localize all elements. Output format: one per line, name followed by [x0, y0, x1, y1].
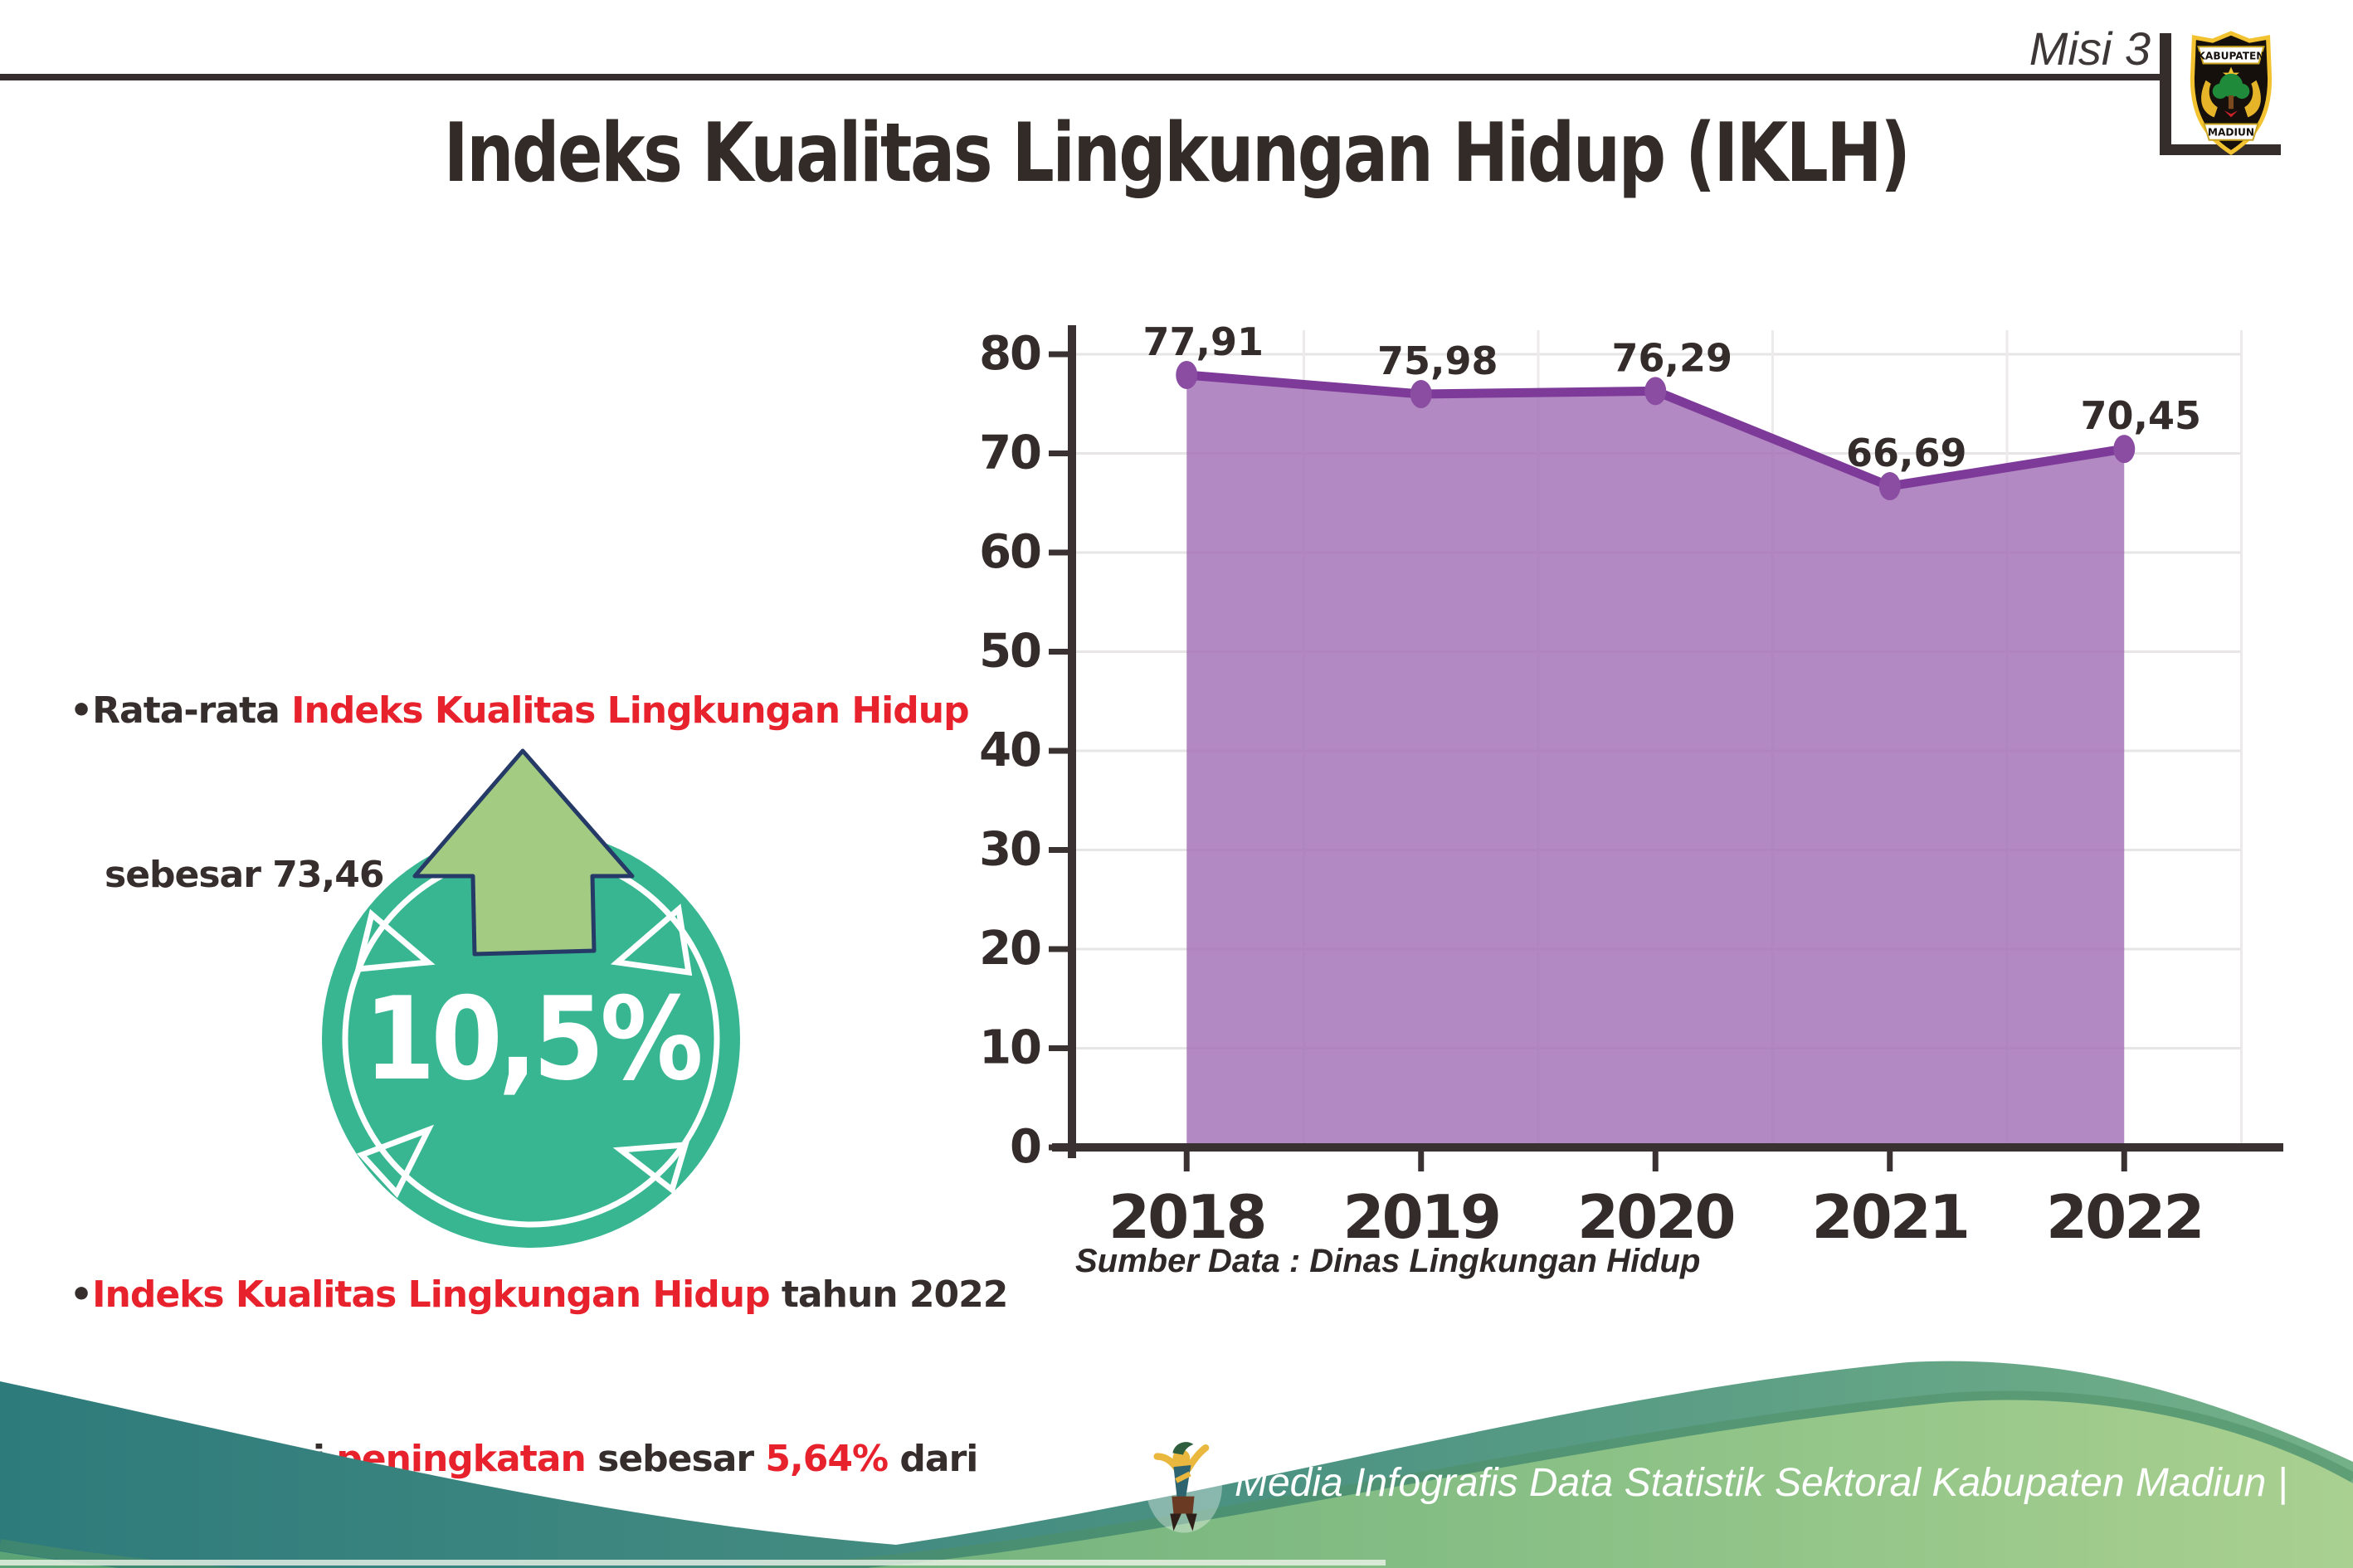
point-label: 75,98: [1377, 338, 1498, 383]
point-label: 70,45: [2080, 393, 2201, 438]
bullet-1: •Rata-rata Indeks Kualitas Lingkungan Hi…: [70, 574, 1032, 1012]
header-rule: [0, 74, 2161, 80]
x-tick-label: 2022: [2046, 1182, 2202, 1252]
y-tick-label: 80: [979, 327, 1040, 381]
data-point: [1644, 377, 1667, 406]
y-tick-label: 30: [979, 823, 1040, 877]
b1-line2: sebesar 73,46: [105, 854, 384, 896]
page-title: Indeks Kualitas Lingkungan Hidup (IKLH): [444, 106, 1911, 201]
footer-wave: [0, 1361, 2353, 1568]
b2-red: Indeks Kualitas Lingkungan Hidup: [92, 1273, 770, 1316]
badge-circle: [322, 830, 740, 1248]
x-tick-label: 2018: [1108, 1182, 1264, 1252]
source-line: Sumber Data : Dinas Lingkungan Hidup: [1075, 1243, 1701, 1279]
up-arrow-icon: [412, 748, 635, 957]
y-tick-label: 50: [979, 625, 1040, 679]
y-tick-label: 0: [1010, 1120, 1040, 1174]
y-tick-label: 60: [979, 525, 1040, 579]
badge-value: 10,5%: [363, 972, 703, 1106]
y-tick-label: 40: [979, 723, 1040, 777]
data-point: [1410, 380, 1432, 409]
x-tick-label: 2020: [1577, 1182, 1733, 1252]
data-point: [1176, 360, 1198, 389]
point-label: 66,69: [1846, 431, 1967, 475]
point-label: 76,29: [1611, 335, 1732, 380]
logo-frame-vertical: [2160, 33, 2171, 155]
x-tick-label: 2021: [1812, 1182, 1968, 1252]
misi-label: Misi 3: [2029, 22, 2151, 75]
logo-frame-horizontal: [2160, 144, 2281, 155]
area-fill: [1186, 374, 2125, 1148]
y-tick-label: 70: [979, 426, 1040, 480]
x-tick-label: 2019: [1343, 1182, 1499, 1252]
b1-red: Indeks Kualitas Lingkungan Hidup: [291, 689, 969, 732]
b1-dark: •Rata-rata: [70, 689, 292, 732]
kabupaten-madiun-logo-icon: KABUPATEN MADIUN: [2190, 31, 2273, 155]
y-tick-label: 20: [979, 922, 1040, 976]
increase-badge: [322, 748, 740, 1248]
logo-top-text: KABUPATEN: [2198, 50, 2265, 61]
logo-bottom-text: MADIUN: [2208, 127, 2254, 139]
data-point: [2113, 435, 2136, 464]
wave-green-fill: [0, 1400, 2353, 1568]
data-point: [1878, 472, 1901, 501]
point-label: 77,91: [1142, 319, 1264, 364]
footer-credit: Media Infografis Data Statistik Sektoral…: [1235, 1461, 2288, 1505]
mascot-icon: [1146, 1439, 1222, 1533]
y-tick-label: 10: [979, 1021, 1040, 1075]
